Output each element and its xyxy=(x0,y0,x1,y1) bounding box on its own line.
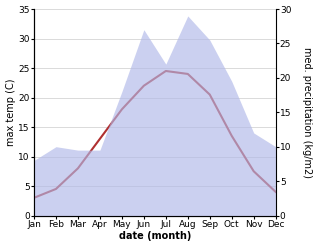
Y-axis label: med. precipitation (kg/m2): med. precipitation (kg/m2) xyxy=(302,47,313,178)
Y-axis label: max temp (C): max temp (C) xyxy=(5,79,16,146)
X-axis label: date (month): date (month) xyxy=(119,231,191,242)
